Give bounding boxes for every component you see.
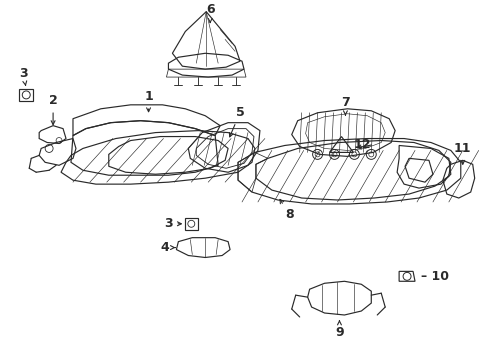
Text: 8: 8 <box>280 199 294 221</box>
Text: 9: 9 <box>335 320 344 339</box>
Text: 3: 3 <box>164 217 172 230</box>
Text: 4: 4 <box>161 241 170 254</box>
Text: 3: 3 <box>19 67 27 85</box>
Text: – 10: – 10 <box>421 270 449 283</box>
Text: 7: 7 <box>341 96 350 115</box>
Text: 1: 1 <box>144 90 153 112</box>
Text: 6: 6 <box>206 3 215 22</box>
Text: 5: 5 <box>229 106 245 137</box>
Text: 11: 11 <box>454 142 471 164</box>
Text: 2: 2 <box>49 94 57 125</box>
Text: 12: 12 <box>354 138 371 151</box>
